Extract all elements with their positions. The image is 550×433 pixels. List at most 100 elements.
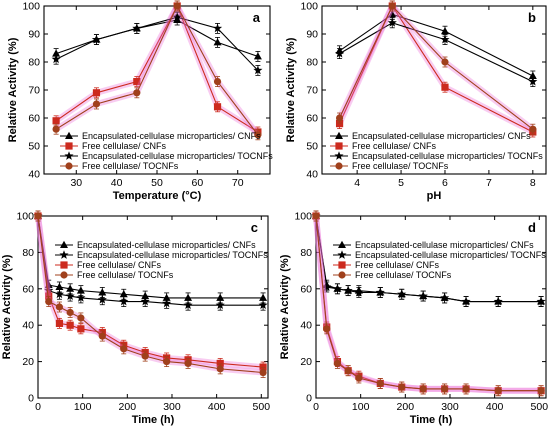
data-point <box>312 212 320 220</box>
data-point <box>398 383 406 391</box>
legend-label: Encapsulated-cellulase microparticles/ C… <box>77 240 256 250</box>
data-point <box>322 282 332 291</box>
series-1 <box>33 210 268 311</box>
legend-marker <box>65 131 73 139</box>
series-line <box>339 5 534 130</box>
data-point <box>388 2 396 10</box>
data-point <box>141 291 150 300</box>
data-point <box>141 352 149 360</box>
x-axis-label: Time (h) <box>410 414 453 426</box>
data-point <box>120 345 128 353</box>
data-point <box>462 385 470 393</box>
legend-marker <box>60 240 68 248</box>
legend-marker <box>335 131 343 139</box>
data-point <box>183 300 193 310</box>
series-line <box>339 13 534 77</box>
x-tick-label: 300 <box>441 401 459 413</box>
series-line <box>37 215 264 368</box>
data-point <box>52 125 60 133</box>
data-point <box>172 12 182 22</box>
data-point <box>140 296 150 306</box>
data-point <box>212 23 223 33</box>
data-point <box>91 34 102 44</box>
chart-panel-d: 0 100 200 300 400 500 0 20 40 60 80 100 Time (h) Rela… <box>279 211 548 427</box>
data-point <box>440 27 449 35</box>
y-tick-label: 80 <box>28 57 40 69</box>
y-tick-label: 50 <box>28 141 40 153</box>
legend-marker <box>338 261 346 269</box>
y-tick-label: 50 <box>306 141 318 153</box>
x-tick-label: 8 <box>530 177 536 189</box>
y-tick-label: 40 <box>22 320 34 332</box>
data-point <box>461 296 471 306</box>
data-point <box>55 303 64 311</box>
legend-label: Free cellulase/ TOCNFs <box>82 161 179 171</box>
data-point <box>215 300 225 310</box>
data-point <box>344 367 352 375</box>
data-point <box>376 379 384 388</box>
data-point <box>92 89 101 97</box>
legend-label: Free cellulase/ CNFs <box>355 260 440 270</box>
series-line <box>339 4 534 133</box>
legend: Encapsulated-cellulase microparticles/ C… <box>333 240 546 280</box>
x-tick-label: 0 <box>35 401 41 413</box>
legend-marker <box>60 261 68 269</box>
legend-label: Encapsulated-cellulase microparticles/ T… <box>355 250 546 260</box>
data-point <box>419 385 427 393</box>
x-tick-label: 60 <box>192 177 204 189</box>
data-point <box>323 325 331 333</box>
data-point <box>55 282 64 290</box>
y-tick-label: 0 <box>306 393 312 405</box>
data-point <box>76 286 85 294</box>
y-tick-label: 40 <box>300 320 312 332</box>
y-tick-label: 100 <box>300 1 318 13</box>
x-tick-label: 0 <box>313 401 319 413</box>
data-point <box>253 52 262 60</box>
series-3 <box>312 210 545 397</box>
y-tick-label: 60 <box>22 283 34 295</box>
data-point <box>494 387 502 395</box>
legend-marker <box>65 142 73 150</box>
data-point <box>259 293 268 301</box>
y-tick-label: 20 <box>300 356 312 368</box>
x-tick-label: 400 <box>208 401 226 413</box>
data-point <box>259 368 267 377</box>
data-point <box>213 103 222 111</box>
data-point <box>213 78 222 86</box>
data-point <box>34 212 42 220</box>
legend-label: Free cellulase/ CNFs <box>82 141 167 151</box>
y-axis-label: Relative Activity (%) <box>285 37 297 142</box>
data-point <box>528 71 537 79</box>
data-point <box>163 358 171 366</box>
data-point <box>52 49 61 57</box>
series-line-glow <box>336 3 536 135</box>
data-point <box>45 297 53 306</box>
legend-label: Free cellulase/ CNFs <box>77 260 162 270</box>
data-point <box>397 289 407 299</box>
series-line <box>55 19 259 57</box>
data-point <box>259 363 267 371</box>
x-tick-label: 5 <box>398 177 404 189</box>
x-tick-label: 100 <box>352 401 370 413</box>
data-point <box>184 293 193 301</box>
data-point <box>77 314 85 322</box>
data-point <box>388 10 397 18</box>
y-axis-label: Relative Activity (%) <box>1 254 13 359</box>
plot-frame <box>315 215 547 399</box>
y-tick-label: 0 <box>28 393 34 405</box>
panel-letter: c <box>251 220 258 235</box>
data-point <box>343 285 353 295</box>
data-point <box>440 34 450 44</box>
legend-label: Encapsulated-cellulase microparticles/ C… <box>352 131 531 141</box>
data-point <box>335 114 344 122</box>
data-point <box>132 23 142 33</box>
y-tick-label: 40 <box>28 169 40 181</box>
x-tick-label: 500 <box>253 401 271 413</box>
y-tick-label: 80 <box>306 57 318 69</box>
x-tick-label: 6 <box>442 177 448 189</box>
x-tick-label: 200 <box>119 401 137 413</box>
data-point <box>98 332 106 340</box>
legend-label: Encapsulated-cellulase microparticles/ C… <box>355 240 534 250</box>
x-tick-label: 400 <box>486 401 504 413</box>
y-tick-label: 80 <box>22 247 34 259</box>
